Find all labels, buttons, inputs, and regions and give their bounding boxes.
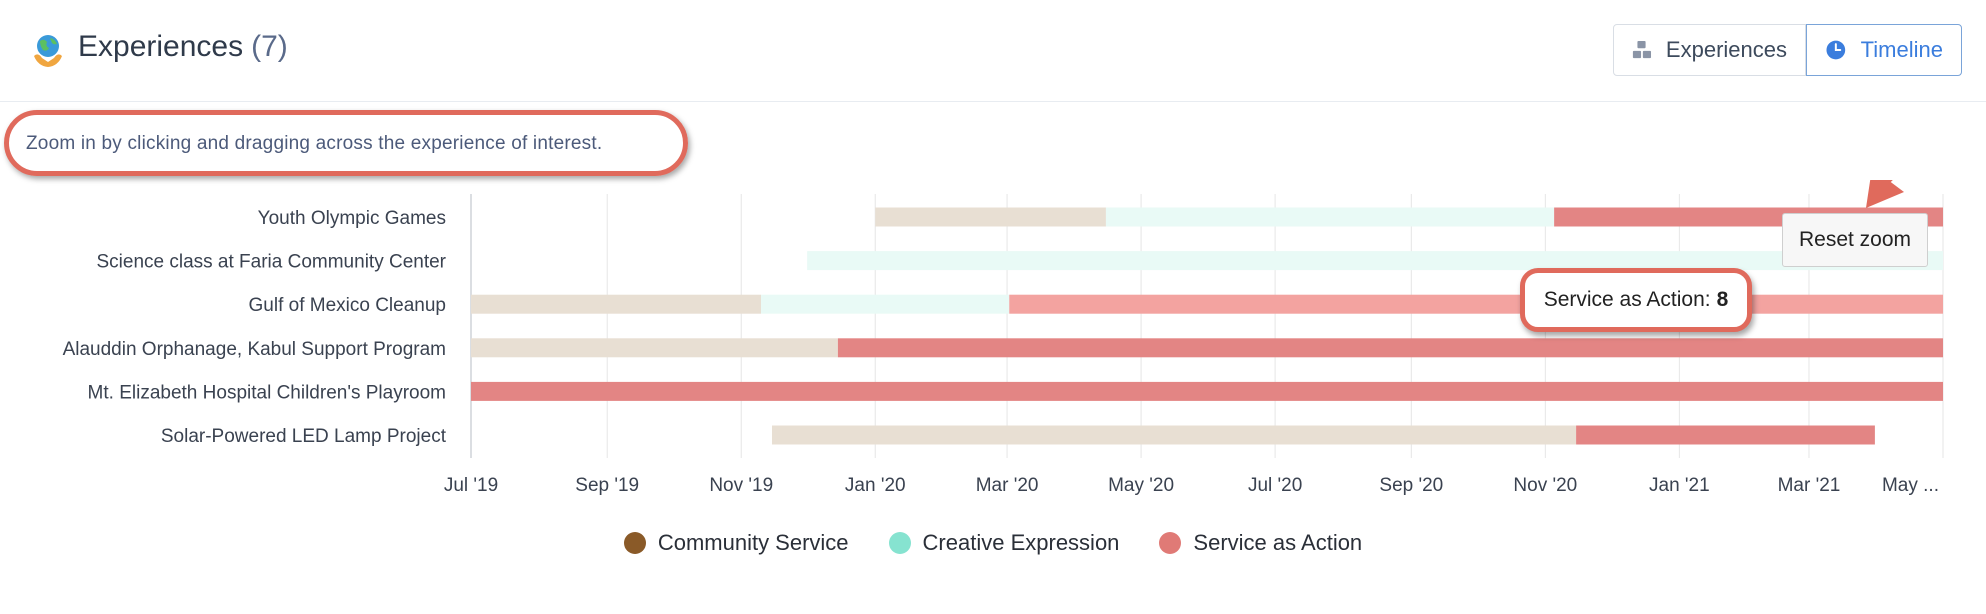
legend-swatch <box>1159 532 1182 554</box>
legend-swatch <box>623 532 646 554</box>
timeline-view-button[interactable]: Timeline <box>1806 24 1962 76</box>
timeline-bar[interactable] <box>807 251 1943 271</box>
timeline-bar[interactable] <box>471 381 1943 401</box>
x-tick-label: Nov '20 <box>1513 475 1577 496</box>
timeline-bar[interactable] <box>1105 207 1555 227</box>
legend-item[interactable]: Creative Expression <box>888 528 1120 558</box>
legend-label: Service as Action <box>1193 530 1363 555</box>
row-label: Solar-Powered LED Lamp Project <box>161 426 447 447</box>
row-label: Gulf of Mexico Cleanup <box>249 295 447 316</box>
reset-zoom-button[interactable]: Reset zoom <box>1782 213 1928 267</box>
experiences-view-button[interactable]: Experiences <box>1613 24 1806 76</box>
x-tick-label: Mar '21 <box>1778 475 1841 496</box>
legend-label: Community Service <box>657 530 849 555</box>
x-tick-label: Nov '19 <box>709 475 773 496</box>
hint-highlight-ring <box>4 110 688 176</box>
x-tick-label: Jan '20 <box>845 475 906 496</box>
timeline-bar[interactable] <box>1576 425 1875 445</box>
x-tick-label: Jul '19 <box>444 475 498 496</box>
legend-item[interactable]: Community Service <box>623 528 849 558</box>
view-switch: Experiences Timeline <box>1613 24 1962 76</box>
x-tick-label: May ... <box>1882 475 1939 496</box>
legend-swatch <box>888 532 911 554</box>
legend-item[interactable]: Service as Action <box>1159 528 1362 558</box>
x-tick-label: Jul '20 <box>1248 475 1302 496</box>
x-tick-label: May '20 <box>1108 475 1174 496</box>
timeline-bar[interactable] <box>771 425 1577 445</box>
clock-icon <box>1826 40 1846 60</box>
timeline-bar[interactable] <box>761 294 1010 314</box>
row-label: Alauddin Orphanage, Kabul Support Progra… <box>63 339 446 360</box>
annotation-arrow-icon <box>1866 180 1904 208</box>
experience-count: (7) <box>251 30 288 63</box>
chart-legend: Community Service Creative Expression Serv… <box>0 528 1986 558</box>
chart-tooltip: Service as Action: 8 <box>1520 268 1752 332</box>
timeline-view-label: Timeline <box>1860 37 1943 62</box>
page-title-text: Experiences <box>78 30 244 63</box>
tooltip-value: 8 <box>1716 288 1729 311</box>
globe-icon <box>34 35 62 67</box>
timeline-bar[interactable] <box>1009 294 1943 314</box>
x-tick-label: Jan '21 <box>1649 475 1710 496</box>
legend-label: Creative Expression <box>922 530 1120 555</box>
timeline-bar[interactable] <box>837 338 1943 358</box>
x-tick-label: Mar '20 <box>976 475 1039 496</box>
timeline-bar[interactable] <box>875 207 1106 227</box>
page-header: Experiences (7) Experiences Timeline <box>0 0 1986 102</box>
x-tick-label: Sep '20 <box>1379 475 1443 496</box>
row-label: Youth Olympic Games <box>258 208 446 229</box>
experiences-view-label: Experiences <box>1665 37 1787 62</box>
row-label: Mt. Elizabeth Hospital Children's Playro… <box>88 382 446 403</box>
zoom-hint: Zoom in by clicking and dragging across … <box>26 133 603 154</box>
row-label: Science class at Faria Community Center <box>96 252 446 273</box>
timeline-bar[interactable] <box>471 294 762 314</box>
page-title: Experiences (7) <box>78 30 288 64</box>
timeline-bar[interactable] <box>471 338 838 358</box>
x-tick-label: Sep '19 <box>575 475 639 496</box>
timeline-chart[interactable]: Jul '19 Sep '19 Nov '19 Jan '20 Mar '20 May '… <box>0 180 1986 510</box>
tooltip-label: Service as Action: <box>1543 288 1711 311</box>
blocks-icon <box>1632 40 1652 59</box>
